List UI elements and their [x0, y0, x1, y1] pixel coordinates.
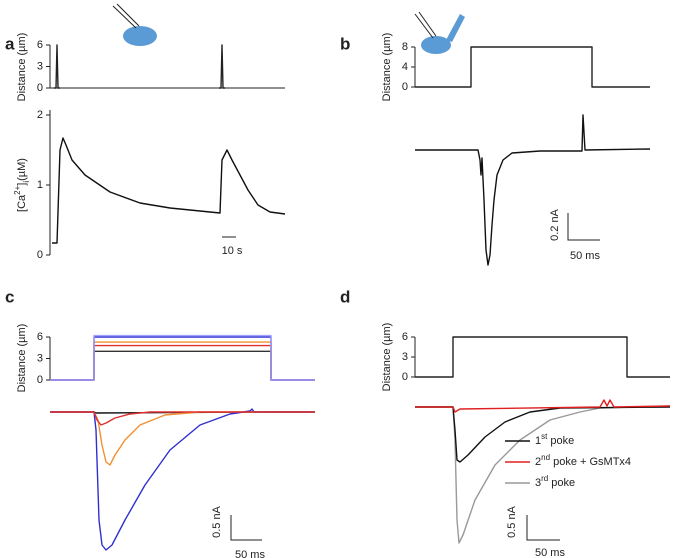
- scale-bar: [230, 515, 262, 541]
- label-part: nd: [541, 453, 550, 462]
- scale-label: 50 ms: [535, 547, 565, 558]
- legend-label: 1st poke: [535, 432, 574, 447]
- y-tick-label: 6: [402, 331, 408, 343]
- label-part: poke + GsMTx4: [550, 456, 631, 468]
- y-tick-label: 3: [37, 60, 43, 72]
- y-tick-label: 3: [402, 351, 408, 363]
- current-trace: [415, 406, 671, 463]
- probe-icon: [414, 11, 437, 39]
- label-part: poke: [548, 477, 575, 489]
- scale-label: 10 s: [222, 245, 243, 257]
- y-tick-label: 8: [402, 41, 408, 53]
- scale-label: 0.5 nA: [506, 505, 518, 537]
- legend-label: 2nd poke + GsMTx4: [535, 453, 631, 468]
- scale-label: 50 ms: [235, 549, 265, 558]
- panel-label: b: [340, 34, 350, 53]
- stimulus-trace: [415, 336, 670, 378]
- y-tick-label: 0: [402, 371, 408, 383]
- y-tick-label: 6: [37, 39, 43, 51]
- legend-label: 3rd poke: [535, 474, 575, 489]
- cell-icon: [421, 36, 451, 54]
- label-part: 2: [535, 456, 541, 468]
- label-part: [Ca: [16, 194, 28, 212]
- current-trace: [50, 411, 315, 426]
- label-part: st: [541, 432, 548, 441]
- stimulus-trace: [219, 44, 225, 89]
- scale-label: 50 ms: [570, 250, 600, 262]
- y-tick-label: 2: [37, 109, 43, 121]
- stimulus-trace: [50, 350, 315, 381]
- scale-label: 0.5 nA: [211, 505, 223, 537]
- calcium-trace: [52, 137, 286, 244]
- label-part: 2+: [13, 185, 22, 194]
- current-trace: [415, 114, 651, 266]
- scale-bar: [526, 515, 560, 541]
- scale-bar: [567, 213, 600, 241]
- y-tick-label: 4: [402, 61, 408, 73]
- axis-label: Distance (µm): [16, 324, 28, 393]
- current-trace: [50, 411, 315, 466]
- pipette-icon: [446, 14, 465, 42]
- panel-label: a: [5, 34, 15, 53]
- stimulus-trace: [50, 336, 315, 381]
- label-part: ]: [16, 183, 28, 186]
- axis-label: Distance (µm): [381, 323, 393, 392]
- label-part: poke: [547, 435, 574, 447]
- current-trace: [50, 408, 315, 551]
- axis-label: Distance (µm): [381, 33, 393, 102]
- stimulus-trace: [50, 341, 315, 381]
- y-tick-label: 0: [37, 249, 43, 261]
- y-tick-label: 6: [37, 331, 43, 343]
- y-tick-label: 0: [37, 374, 43, 386]
- stimulus-trace: [54, 44, 60, 89]
- current-trace: [415, 399, 671, 413]
- label-part: 3: [535, 477, 541, 489]
- y-tick-label: 0: [37, 82, 43, 94]
- label-part: i: [22, 181, 31, 183]
- y-tick-label: 3: [37, 352, 43, 364]
- label-part: rd: [541, 474, 548, 483]
- stimulus-trace: [415, 46, 650, 88]
- scale-label: 0.2 nA: [549, 208, 561, 240]
- label-part: 1: [535, 435, 541, 447]
- y-tick-label: 1: [37, 179, 43, 191]
- cell-icon: [123, 26, 157, 46]
- axis-label: [Ca2+]i(µM): [13, 158, 31, 212]
- label-part: (µM): [16, 158, 28, 181]
- y-tick-label: 0: [402, 81, 408, 93]
- stimulus-trace: [50, 334, 315, 381]
- panel-label: c: [5, 287, 14, 306]
- axis-label: Distance (µm): [16, 33, 28, 102]
- probe-icon: [112, 3, 140, 29]
- panel-label: d: [340, 287, 350, 306]
